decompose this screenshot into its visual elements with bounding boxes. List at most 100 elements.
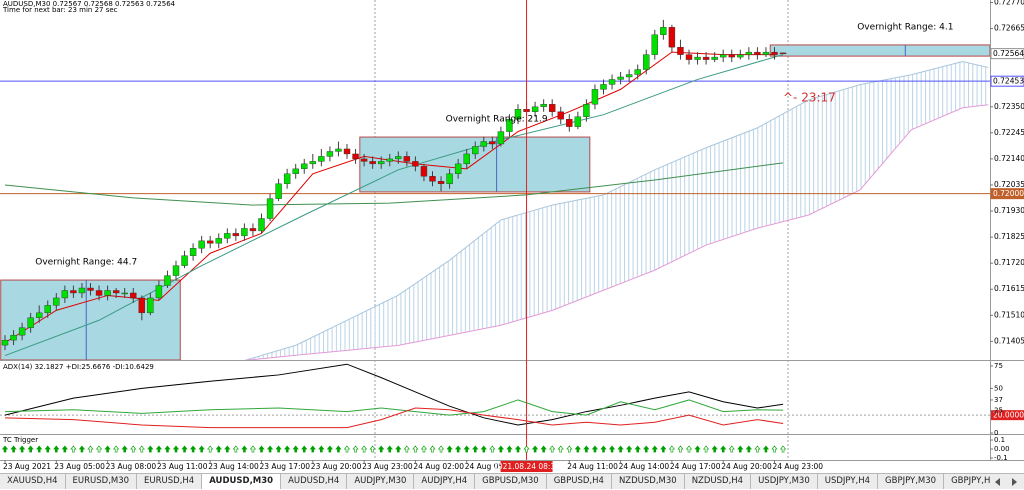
cloud-lower [244,104,989,360]
chart-tabs: XAUUSD,H4 EURUSD,M30 EURUSD,H4 AUDUSD,M30 AU… [0,473,990,489]
tc-arrow [779,445,787,453]
level-box [991,410,1024,421]
candle-body [155,285,163,299]
chart-tab[interactable]: EURUSD,H4 [137,474,203,489]
y-tick-label: -0.1 [994,454,1008,462]
candle-body [591,89,599,105]
cursor-time-box [500,461,553,472]
candle-body [198,240,205,249]
tc-arrow [113,445,120,453]
tc-arrow [472,445,479,453]
candle-body [266,198,274,219]
candle-body [378,161,385,165]
tab-scroll-icons [995,478,1017,486]
tc-arrow [497,445,505,453]
tc-arrow [215,445,222,453]
candle-body [728,54,735,58]
y-tick-label: 0.71615 [994,284,1024,293]
tc-arrow [352,445,359,453]
candle-body [600,84,607,90]
chart-tab[interactable]: GBPUSD,M30 [475,474,547,489]
chart-tab[interactable]: EURUSD,M30 [66,474,138,489]
candle-body [745,51,753,55]
tc-arrow [762,445,770,453]
candle-body [668,27,676,48]
candle-body [189,248,197,256]
candle-body [27,317,34,328]
chart-tab[interactable]: AUDUSD,M30 [202,474,282,489]
tc-arrow [10,445,17,453]
candle-body [395,156,402,160]
adx-pane [0,363,990,429]
cloud-fill [246,61,989,360]
tc-arrow [266,445,274,453]
tc-arrow [292,445,299,453]
candle-body [779,52,787,55]
chart-tab[interactable]: NZDUSD,H4 [685,474,752,489]
chart-tab[interactable]: NZDUSD,M30 [612,474,685,489]
candle-body [540,104,547,107]
chart-tab[interactable]: AUDJPY,M30 [347,474,415,489]
candle-body [10,334,17,341]
time-annotation: ^- 23:17 [783,91,836,105]
tc-arrow [181,445,188,453]
chart-tab[interactable]: AUDUSD,H4 [281,474,348,489]
tc-arrow [540,445,547,453]
indicator-line [4,363,784,426]
tc-arrow [549,445,556,453]
chart-tab[interactable]: USDJPY,H4 [818,474,879,489]
tc-arrow [634,445,641,453]
x-tick-label: 24 Aug 14:00 [619,462,670,471]
tc-arrow [318,445,325,453]
candle-body [549,104,556,112]
y-tick-label: 0 [994,429,998,437]
candle-body [420,166,428,177]
bar-timer: Time for next bar: 23 min 27 sec [2,6,118,14]
tc-arrow [566,445,573,453]
tc-arrow [378,445,385,453]
y-tick-label: 37 [994,396,1003,404]
x-tick-label: 24 Aug 23:00 [773,462,824,471]
y-tick-label: 50 [994,384,1003,392]
candle-body [360,158,368,162]
tc-arrow [600,445,607,453]
tc-arrow [232,445,239,453]
candle-body [762,51,770,55]
tc-arrow [284,445,291,453]
candle-body [386,158,393,162]
range-label: Overnight Range: 44.7 [35,258,137,268]
chart-tab[interactable]: USDJPY,M30 [751,474,818,489]
scroll-right[interactable] [1012,478,1017,486]
candle-body [720,54,727,58]
tc-arrow [343,445,351,453]
chart-tab[interactable]: GBPJPY,H4 [944,474,990,489]
candle-body [412,161,419,167]
candle-body [87,287,94,291]
candle-body [583,104,590,117]
range-label: Overnight Range: 21.9 [446,115,548,125]
tc-arrow [172,445,180,453]
tc-arrow [147,445,154,453]
candle-body [138,297,146,314]
chart-tab[interactable]: XAUUSD,H4 [0,474,66,489]
candle-body [711,56,718,60]
tc-arrow [651,445,658,453]
symbol-line: AUDUSD,M30 0.72567 0.72568 0.72563 0.725… [3,0,176,8]
scroll-left[interactable] [995,478,1000,486]
tc-arrow [241,445,248,453]
x-tick-label: 24 Aug 11:00 [567,462,618,471]
y-tick-label: 0.71510 [994,310,1024,319]
candle-body [506,118,513,132]
chart-tab[interactable]: GBPUSD,H4 [547,474,612,489]
tc-arrow [138,445,145,453]
chart-tab[interactable]: GBPJPY,M30 [878,474,945,489]
price-box-label: 0.72453 [993,77,1024,86]
chart-tab[interactable]: AUDJPY,H4 [414,474,476,489]
tc-arrow [702,445,710,453]
tc-arrow [608,445,616,453]
tc-arrow [53,445,60,453]
y-tick-label: 0.72350 [994,102,1024,111]
candle-body [557,111,564,120]
tc-title: TC Trigger [2,436,38,444]
candle-body [61,290,69,299]
